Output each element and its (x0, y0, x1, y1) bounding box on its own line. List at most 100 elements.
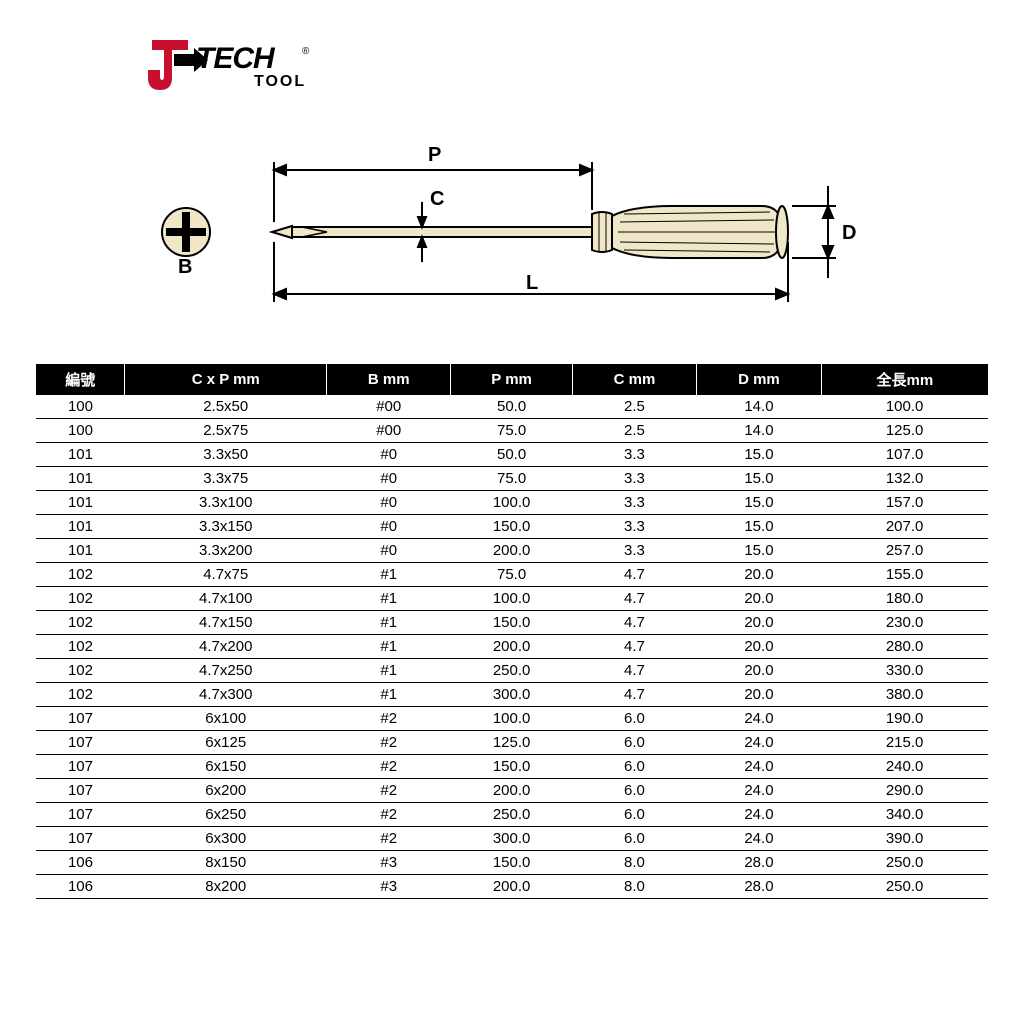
table-cell: 150.0 (451, 515, 572, 539)
table-cell: #0 (326, 515, 450, 539)
table-cell: 20.0 (697, 659, 821, 683)
table-cell: 50.0 (451, 443, 572, 467)
table-cell: 20.0 (697, 587, 821, 611)
table-cell: 340.0 (821, 803, 988, 827)
table-cell: 4.7x300 (125, 683, 327, 707)
table-cell: 100 (36, 395, 125, 419)
table-cell: #2 (326, 803, 450, 827)
spec-table: 編號 C x P mm B mm P mm C mm D mm 全長mm 100… (36, 364, 988, 899)
table-cell: 6.0 (572, 755, 696, 779)
table-cell: 14.0 (697, 419, 821, 443)
phillips-tip-icon (162, 208, 210, 256)
dim-label-p: P (428, 144, 441, 167)
table-row: 1068x200#3200.08.028.0250.0 (36, 875, 988, 899)
table-cell: 157.0 (821, 491, 988, 515)
table-cell: 240.0 (821, 755, 988, 779)
table-cell: 6.0 (572, 803, 696, 827)
table-cell: 155.0 (821, 563, 988, 587)
table-cell: 100.0 (821, 395, 988, 419)
table-cell: 4.7 (572, 611, 696, 635)
table-cell: 2.5 (572, 419, 696, 443)
table-cell: 3.3 (572, 467, 696, 491)
table-cell: 3.3 (572, 539, 696, 563)
table-cell: 3.3x100 (125, 491, 327, 515)
table-row: 1024.7x75#175.04.720.0155.0 (36, 563, 988, 587)
table-cell: 8.0 (572, 875, 696, 899)
table-cell: #2 (326, 755, 450, 779)
table-cell: 4.7 (572, 587, 696, 611)
table-cell: 107 (36, 779, 125, 803)
table-cell: #0 (326, 539, 450, 563)
col-header: C mm (572, 364, 696, 395)
table-cell: 100 (36, 419, 125, 443)
table-cell: 6x125 (125, 731, 327, 755)
col-header: D mm (697, 364, 821, 395)
table-cell: #2 (326, 827, 450, 851)
table-row: 1076x200#2200.06.024.0290.0 (36, 779, 988, 803)
table-cell: #1 (326, 611, 450, 635)
table-cell: #1 (326, 659, 450, 683)
table-cell: 8.0 (572, 851, 696, 875)
table-cell: 3.3 (572, 443, 696, 467)
table-cell: 75.0 (451, 467, 572, 491)
table-cell: 8x150 (125, 851, 327, 875)
table-cell: 15.0 (697, 443, 821, 467)
table-cell: #1 (326, 683, 450, 707)
table-cell: #0 (326, 467, 450, 491)
table-cell: 390.0 (821, 827, 988, 851)
table-cell: 15.0 (697, 515, 821, 539)
table-cell: 102 (36, 587, 125, 611)
table-row: 1076x150#2150.06.024.0240.0 (36, 755, 988, 779)
table-cell: 75.0 (451, 563, 572, 587)
table-row: 1076x125#2125.06.024.0215.0 (36, 731, 988, 755)
table-cell: #0 (326, 491, 450, 515)
table-cell: 28.0 (697, 851, 821, 875)
dim-d (792, 186, 836, 278)
table-cell: 290.0 (821, 779, 988, 803)
table-cell: 102 (36, 635, 125, 659)
table-cell: 4.7 (572, 683, 696, 707)
table-cell: 4.7x150 (125, 611, 327, 635)
table-cell: 24.0 (697, 779, 821, 803)
table-cell: 75.0 (451, 419, 572, 443)
dim-label-l: L (526, 272, 538, 295)
table-cell: 150.0 (451, 851, 572, 875)
table-cell: 3.3x50 (125, 443, 327, 467)
table-cell: 101 (36, 467, 125, 491)
table-cell: 24.0 (697, 803, 821, 827)
table-cell: 20.0 (697, 563, 821, 587)
table-cell: 230.0 (821, 611, 988, 635)
table-row: 1076x300#2300.06.024.0390.0 (36, 827, 988, 851)
table-cell: 200.0 (451, 875, 572, 899)
table-cell: 100.0 (451, 707, 572, 731)
table-cell: 107 (36, 803, 125, 827)
table-cell: 125.0 (451, 731, 572, 755)
table-row: 1024.7x200#1200.04.720.0280.0 (36, 635, 988, 659)
table-cell: 150.0 (451, 755, 572, 779)
table-row: 1013.3x100#0100.03.315.0157.0 (36, 491, 988, 515)
table-cell: 4.7 (572, 635, 696, 659)
table-cell: 8x200 (125, 875, 327, 899)
table-cell: 4.7x100 (125, 587, 327, 611)
table-cell: 100.0 (451, 587, 572, 611)
table-cell: 6.0 (572, 779, 696, 803)
table-cell: 6x150 (125, 755, 327, 779)
table-row: 1013.3x50#050.03.315.0107.0 (36, 443, 988, 467)
table-cell: 101 (36, 539, 125, 563)
table-cell: 14.0 (697, 395, 821, 419)
table-cell: 257.0 (821, 539, 988, 563)
table-cell: 6x200 (125, 779, 327, 803)
table-cell: 101 (36, 443, 125, 467)
table-cell: 20.0 (697, 611, 821, 635)
table-cell: 250.0 (451, 659, 572, 683)
svg-text:TOOL: TOOL (254, 73, 306, 90)
table-row: 1024.7x150#1150.04.720.0230.0 (36, 611, 988, 635)
table-cell: #00 (326, 395, 450, 419)
table-cell: 106 (36, 851, 125, 875)
table-row: 1024.7x300#1300.04.720.0380.0 (36, 683, 988, 707)
table-row: 1002.5x50#0050.02.514.0100.0 (36, 395, 988, 419)
table-cell: #3 (326, 851, 450, 875)
col-header: C x P mm (125, 364, 327, 395)
col-header: 編號 (36, 364, 125, 395)
table-row: 1013.3x75#075.03.315.0132.0 (36, 467, 988, 491)
